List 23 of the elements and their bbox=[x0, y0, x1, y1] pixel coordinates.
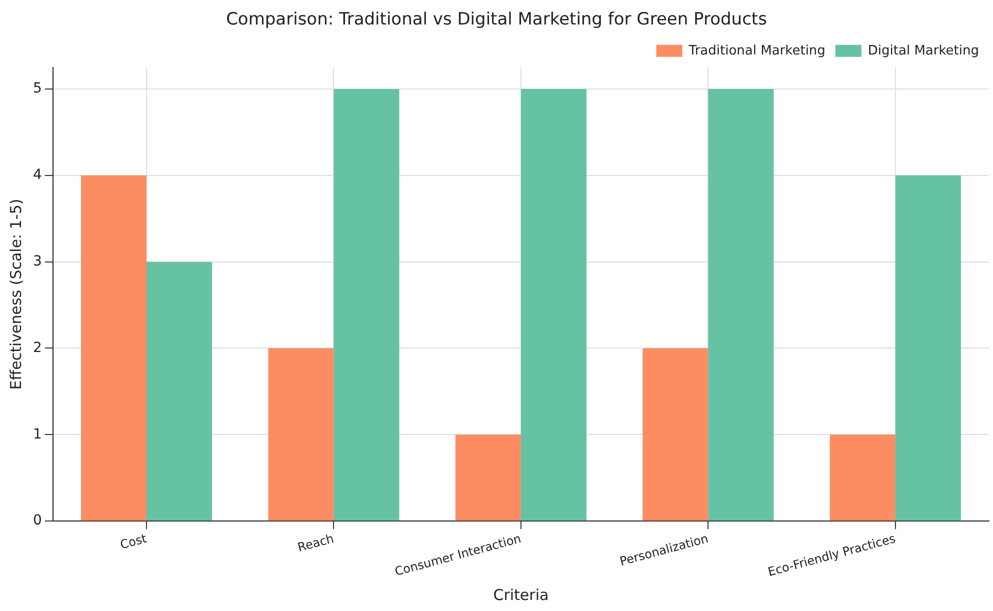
x-axis-title: Criteria bbox=[493, 586, 549, 604]
bar bbox=[642, 348, 708, 521]
bar bbox=[895, 175, 961, 521]
y-tick-label: 5 bbox=[32, 80, 42, 97]
bar bbox=[334, 89, 400, 521]
legend-label: Digital Marketing bbox=[868, 43, 980, 58]
y-tick-label: 0 bbox=[32, 512, 42, 529]
bar bbox=[268, 348, 334, 521]
chart-title: Comparison: Traditional vs Digital Marketing for Green Products bbox=[226, 10, 768, 30]
bar bbox=[520, 89, 586, 521]
legend-label: Traditional Marketing bbox=[688, 43, 826, 58]
y-tick-label: 1 bbox=[32, 426, 42, 442]
x-tick-label: Cost bbox=[118, 531, 148, 552]
bar bbox=[80, 175, 147, 521]
y-tick-label: 2 bbox=[32, 340, 42, 356]
y-tick-label: 3 bbox=[32, 253, 42, 270]
y-axis-title: Effectiveness (Scale: 1-5) bbox=[6, 198, 25, 390]
y-tick-label: 4 bbox=[32, 167, 42, 184]
bar bbox=[146, 262, 212, 521]
bar bbox=[830, 434, 896, 521]
bar bbox=[455, 434, 521, 521]
x-tick-label: Reach bbox=[296, 531, 336, 554]
bar bbox=[708, 89, 774, 521]
